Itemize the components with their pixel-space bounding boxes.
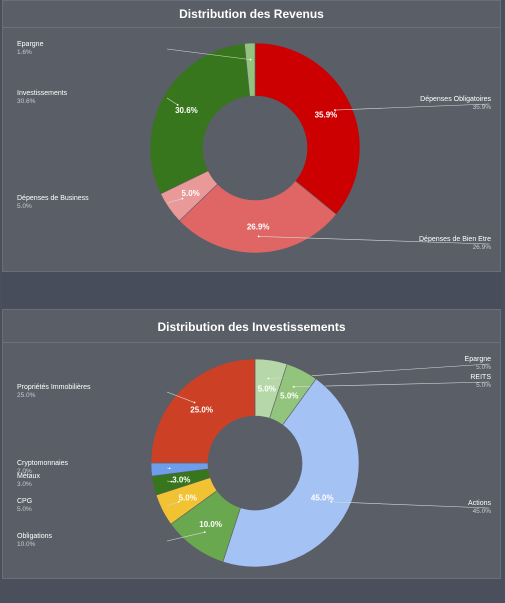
leader-dot-investissements [176, 103, 179, 106]
category-label-depenses-de-bien-etre: Dépenses de Bien Etre [419, 236, 491, 243]
revenue-chart-title: Distribution des Revenus [3, 1, 500, 28]
category-value-investissements: 30.6% [17, 98, 36, 105]
leader-dot-actions [330, 500, 333, 503]
investment-donut-chart: 5.0%Epargne5.0%5.0%REITS5.0%45.0%Actions… [17, 356, 492, 568]
investment-chart-title: Distribution des Investissements [3, 312, 500, 343]
leader-line-cpg [166, 501, 179, 507]
category-value-actions: 45.0% [473, 508, 492, 515]
panel-separator [2, 272, 501, 309]
category-value-proprietes-immobilieres: 25.0% [17, 392, 36, 399]
revenue-chart-panel: Distribution des Revenus 35.9% Dépenses O… [2, 0, 501, 272]
category-value-depenses-obligatoires: 35.9% [473, 104, 492, 111]
leader-dot-proprietes-immobilieres [193, 401, 196, 404]
leader-dot-depenses-de-bien-etre [257, 235, 260, 238]
leader-dot-reits [292, 385, 295, 388]
leader-dot-cryptomonnaies [168, 467, 171, 470]
slice-percent-depenses-de-bien-etre: 26.9% [247, 222, 270, 231]
category-value-epargne: 5.0% [476, 364, 491, 371]
leader-line-epargne [166, 48, 251, 60]
slice-depenses-de-bien-etre [178, 180, 337, 254]
leader-line-investissements [166, 97, 178, 106]
category-value-cryptomonnaies: 2.0% [17, 468, 32, 475]
category-label-depenses-de-business: Dépenses de Business [17, 195, 89, 202]
category-label-cpg: CPG [17, 498, 32, 505]
slice-percent-proprietes-immobilieres: 25.0% [190, 406, 213, 415]
leader-line-reits [293, 381, 490, 388]
category-value-epargne: 1.6% [17, 49, 32, 56]
category-label-obligations: Obligations [17, 533, 53, 540]
category-value-cpg: 5.0% [17, 506, 32, 513]
category-value-metaux: 3.0% [17, 481, 32, 488]
leader-line-proprietes-immobilieres [166, 391, 195, 403]
leader-line-obligations [166, 531, 205, 542]
category-label-metaux: Métaux [17, 473, 40, 480]
category-label-epargne: Epargne [465, 356, 492, 363]
category-label-actions: Actions [468, 500, 491, 507]
category-value-reits: 5.0% [476, 382, 491, 389]
leader-dot-obligations [203, 531, 206, 534]
revenue-donut-chart: 35.9%Dépenses Obligatoires35.9%26.9%Dépe… [17, 41, 492, 254]
slice-percent-epargne: 5.0% [258, 384, 276, 393]
slice-percent-depenses-de-business: 5.0% [182, 189, 200, 198]
category-label-epargne: Epargne [17, 41, 44, 48]
slice-percent-depenses-obligatoires: 35.9% [315, 110, 338, 119]
category-label-investissements: Investissements [17, 90, 68, 97]
investment-chart-panel: Distribution des Investissements 5.0% Epa… [2, 309, 501, 579]
category-label-proprietes-immobilieres: Propriétés Immobilières [17, 384, 91, 391]
leader-dot-cpg [177, 500, 180, 503]
category-label-cryptomonnaies: Cryptomonnaies [17, 460, 68, 467]
slice-investissements [149, 43, 251, 195]
slice-percent-cpg: 5.0% [179, 493, 197, 502]
slice-percent-investissements: 30.6% [175, 106, 198, 115]
leader-dot-depenses-de-business [181, 197, 184, 200]
slice-percent-obligations: 10.0% [199, 520, 222, 529]
leader-dot-metaux [170, 480, 173, 483]
category-value-obligations: 10.0% [17, 541, 36, 548]
slice-percent-metaux: 3.0% [172, 475, 190, 484]
leader-line-depenses-de-bien-etre [258, 236, 490, 245]
slice-epargne [244, 42, 256, 97]
slice-proprietes-immobilieres [150, 358, 256, 464]
leader-line-depenses-obligatoires [334, 103, 490, 111]
slice-percent-actions: 45.0% [311, 493, 334, 502]
slice-actions [222, 378, 360, 568]
category-label-reits: REITS [470, 374, 491, 381]
leader-line-depenses-de-business [166, 198, 183, 204]
leader-dot-epargne [267, 377, 270, 380]
slice-percent-reits: 5.0% [280, 392, 298, 401]
leader-dot-depenses-obligatoires [334, 109, 336, 111]
category-value-depenses-de-bien-etre: 26.9% [473, 244, 492, 251]
leader-dot-epargne [249, 58, 252, 61]
category-label-depenses-obligatoires: Dépenses Obligatoires [420, 96, 491, 103]
leader-line-actions [331, 501, 490, 509]
slice-depenses-obligatoires [254, 42, 361, 215]
category-value-depenses-de-business: 5.0% [17, 203, 32, 210]
